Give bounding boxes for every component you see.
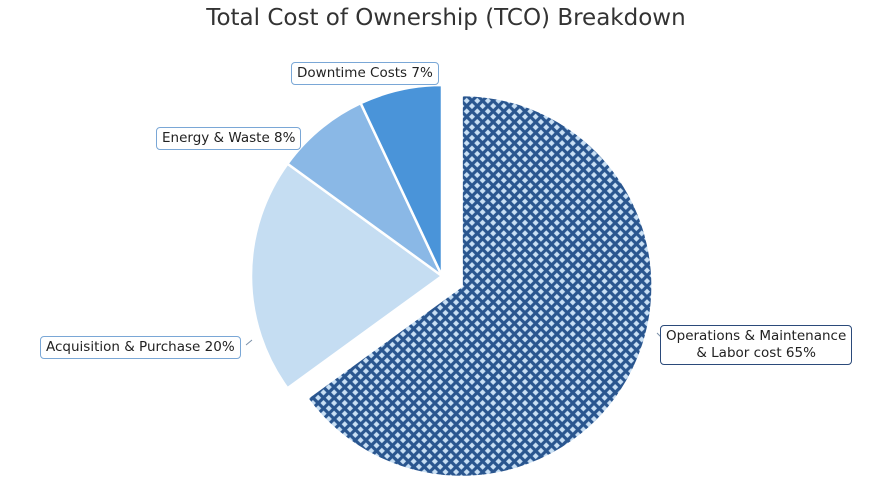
leader-line [245, 339, 253, 346]
pie-slice-energy-waste [285, 101, 444, 278]
pie-slice-downtime-costs [359, 83, 444, 277]
data-label-operations-maintenance: Operations & Maintenance & Labor cost 65… [660, 325, 853, 365]
data-label-downtime-costs: Downtime Costs 7% [291, 62, 439, 85]
data-label-energy-waste: Energy & Waste 8% [156, 127, 302, 150]
data-label-acquisition-purchase: Acquisition & Purchase 20% [40, 336, 241, 359]
chart-title: Total Cost of Ownership (TCO) Breakdown [206, 5, 686, 31]
pie-slice-operations-maintenance-labor-cost [305, 93, 654, 479]
pie-slice-acquisition-purchase [249, 161, 445, 391]
